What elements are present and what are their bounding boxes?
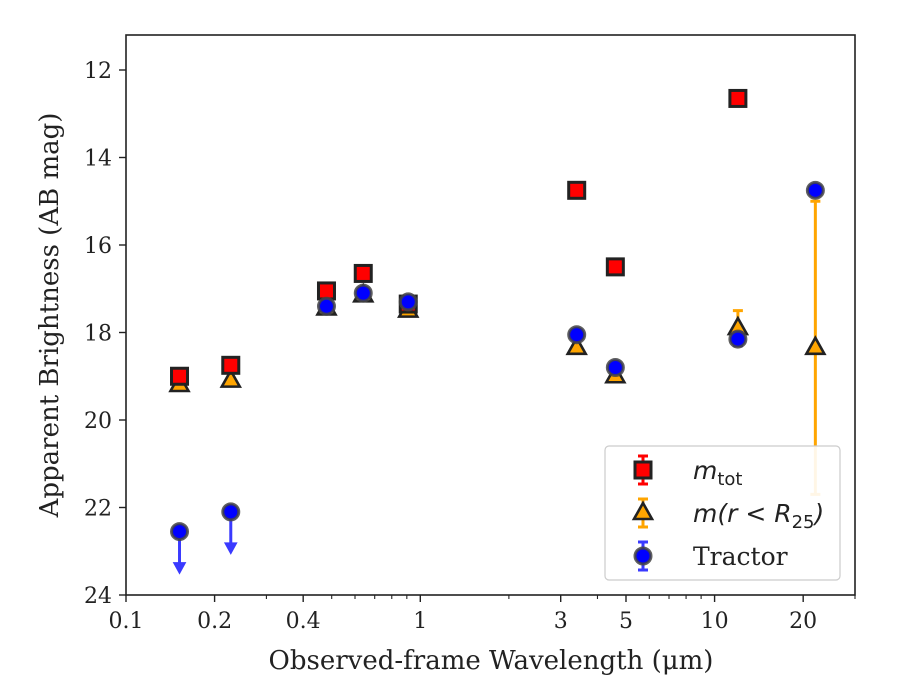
y-tick-label: 18	[84, 322, 112, 347]
legend-label-subscript: tot	[717, 469, 742, 490]
data-point-square-marker	[170, 366, 190, 386]
y-tick-label: 24	[84, 584, 112, 609]
data-point-circle-marker	[316, 296, 336, 316]
upper-limit-arrowhead	[223, 542, 238, 555]
data-point-square-marker	[316, 281, 336, 301]
data-point-circle-marker	[353, 283, 373, 303]
data-point-triangle-marker	[565, 335, 588, 356]
data-point-triangle-marker	[219, 367, 242, 388]
legend-entry-label: m(r < R25)	[693, 499, 824, 533]
legend-entry-label: mtot	[693, 456, 743, 490]
legend-triangle-marker	[631, 500, 655, 521]
legend-label-main: m	[693, 456, 717, 485]
legend-label-subscript: 25	[792, 512, 815, 533]
data-point-circle-marker	[605, 358, 625, 377]
data-point-circle-marker	[805, 180, 825, 200]
data-point-circle-marker	[567, 325, 587, 345]
x-tick-label: 10	[701, 609, 729, 634]
y-tick-label: 20	[84, 409, 112, 434]
x-axis-label: Observed-frame Wavelength (μm)	[269, 646, 714, 676]
series-circle	[170, 180, 825, 575]
data-point-square-marker	[605, 257, 625, 277]
data-point-circle-marker	[728, 329, 748, 349]
x-tick-label: 20	[789, 609, 817, 634]
x-tick-label: 3	[554, 609, 568, 634]
legend-circle-marker	[633, 546, 653, 566]
data-point-triangle-marker	[804, 335, 827, 356]
legend-entry-label: Tractor	[693, 542, 788, 571]
data-point-square-marker	[728, 88, 748, 108]
y-tick-label: 12	[84, 59, 112, 84]
legend: mtot m(r < R25) Tractor	[604, 445, 841, 581]
y-tick-label: 22	[84, 497, 112, 522]
y-tick-label: 16	[84, 234, 112, 259]
x-tick-label: 1	[413, 609, 427, 634]
x-tick-label: 0.1	[109, 609, 144, 634]
y-axis-label: Apparent Brightness (AB mag)	[35, 113, 65, 519]
plot-frame	[125, 34, 856, 596]
x-tick-label: 5	[619, 609, 633, 634]
data-point-square-marker	[353, 263, 373, 283]
x-tick-label: 0.4	[286, 609, 321, 634]
legend-square-marker	[633, 460, 653, 480]
y-tick-label: 14	[84, 147, 112, 172]
legend-box	[604, 445, 841, 581]
upper-limit-arrowhead	[172, 562, 187, 575]
legend-label-tail: )	[813, 499, 825, 528]
data-point-circle-marker	[221, 502, 241, 522]
data-point-square-marker	[221, 355, 241, 375]
data-point-circle-marker	[170, 522, 190, 542]
x-tick-label: 0.2	[197, 609, 232, 634]
data-point-circle-marker	[398, 292, 418, 312]
axes-layer: 0.1 0.2 0.4 1 3 5 10 20 12 14 16 18 20 22 24	[84, 34, 856, 634]
data-point-square-marker	[567, 180, 587, 200]
legend-label-main: m(r < R	[693, 499, 792, 528]
